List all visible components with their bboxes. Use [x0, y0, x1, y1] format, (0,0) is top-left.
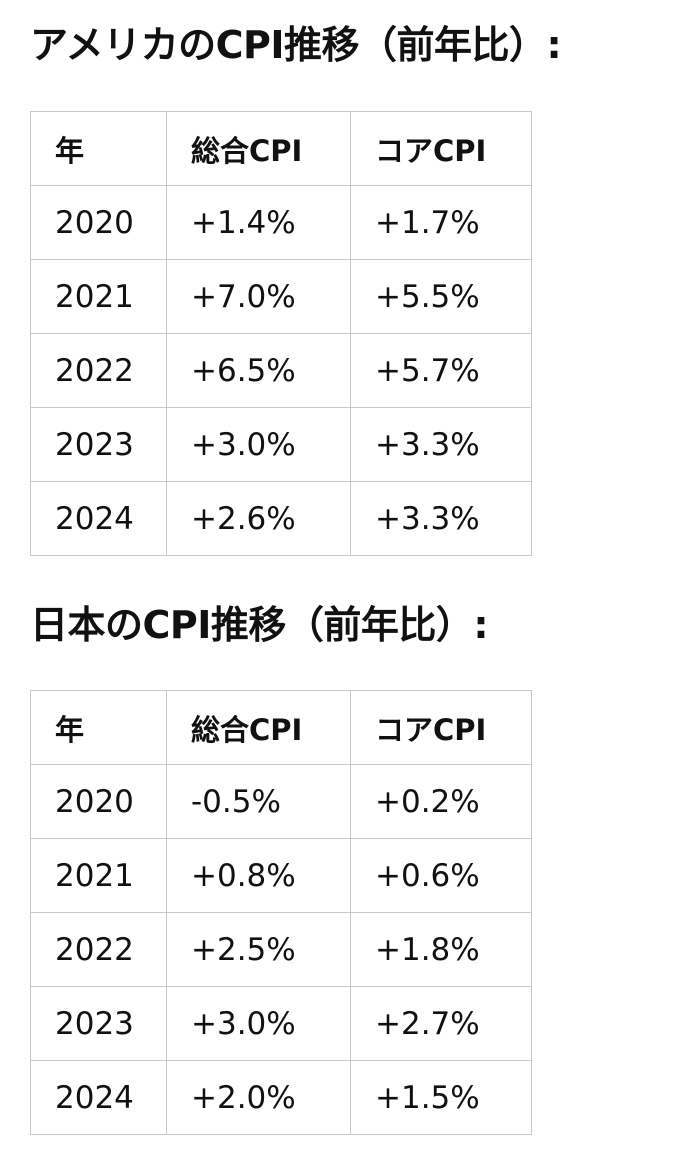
us-cpi-heading: アメリカのCPI推移（前年比）:: [30, 23, 562, 67]
table-cell: +3.0%: [166, 407, 351, 482]
table-cell: 2020: [30, 185, 167, 260]
table-cell: 2023: [30, 407, 167, 482]
table-row: 2024 +2.0% +1.5%: [30, 1060, 532, 1135]
table-row: 2020 +1.4% +1.7%: [30, 185, 532, 260]
table-row: 2020 -0.5% +0.2%: [30, 764, 532, 839]
column-header: 総合CPI: [166, 111, 351, 186]
table-cell: 2024: [30, 481, 167, 556]
table-cell: +1.4%: [166, 185, 351, 260]
table-row: 2024 +2.6% +3.3%: [30, 481, 532, 556]
table-row: 2022 +6.5% +5.7%: [30, 333, 532, 408]
header-row: 年総合CPI コアCPI: [30, 111, 532, 186]
table-cell: +2.6%: [166, 481, 351, 556]
column-header: 年: [30, 690, 167, 765]
table-cell: +3.0%: [166, 986, 351, 1061]
table-cell: 2023: [30, 986, 167, 1061]
table-cell: 2024: [30, 1060, 167, 1135]
table-cell: +1.5%: [350, 1060, 532, 1135]
table-cell: +3.3%: [350, 481, 532, 556]
table-row: 2022 +2.5% +1.8%: [30, 912, 532, 987]
table-row: 2021 +0.8% +0.6%: [30, 838, 532, 913]
japan-cpi-heading: 日本のCPI推移（前年比）:: [30, 603, 489, 647]
column-header: コアCPI: [350, 111, 532, 186]
column-header: 年: [30, 111, 167, 186]
table-cell: +6.5%: [166, 333, 351, 408]
table-cell: 2020: [30, 764, 167, 839]
table-cell: +0.8%: [166, 838, 351, 913]
column-header: 総合CPI: [166, 690, 351, 765]
table-cell: +0.6%: [350, 838, 532, 913]
table-cell: +1.7%: [350, 185, 532, 260]
table-cell: +5.7%: [350, 333, 532, 408]
table-row: 2023 +3.0% +3.3%: [30, 407, 532, 482]
table-cell: +7.0%: [166, 259, 351, 334]
table-row: 2021 +7.0% +5.5%: [30, 259, 532, 334]
table-row: 2023 +3.0% +2.7%: [30, 986, 532, 1061]
table-cell: +5.5%: [350, 259, 532, 334]
table-cell: -0.5%: [166, 764, 351, 839]
table-cell: 2021: [30, 259, 167, 334]
table-cell: 2022: [30, 333, 167, 408]
table-cell: +1.8%: [350, 912, 532, 987]
table-cell: +2.5%: [166, 912, 351, 987]
column-header: コアCPI: [350, 690, 532, 765]
table-cell: +2.0%: [166, 1060, 351, 1135]
table-cell: 2022: [30, 912, 167, 987]
us-cpi-table: 年総合CPI コアCPI 2020 +1.4% +1.7% 2021 +7.0% +5.5% 2…: [30, 111, 532, 556]
japan-cpi-table: 年総合CPI コアCPI 2020 -0.5% +0.2% 2021 +0.8% +0.6% 2…: [30, 690, 532, 1135]
header-row: 年総合CPI コアCPI: [30, 690, 532, 765]
table-cell: +2.7%: [350, 986, 532, 1061]
table-cell: 2021: [30, 838, 167, 913]
table-cell: +0.2%: [350, 764, 532, 839]
table-cell: +3.3%: [350, 407, 532, 482]
